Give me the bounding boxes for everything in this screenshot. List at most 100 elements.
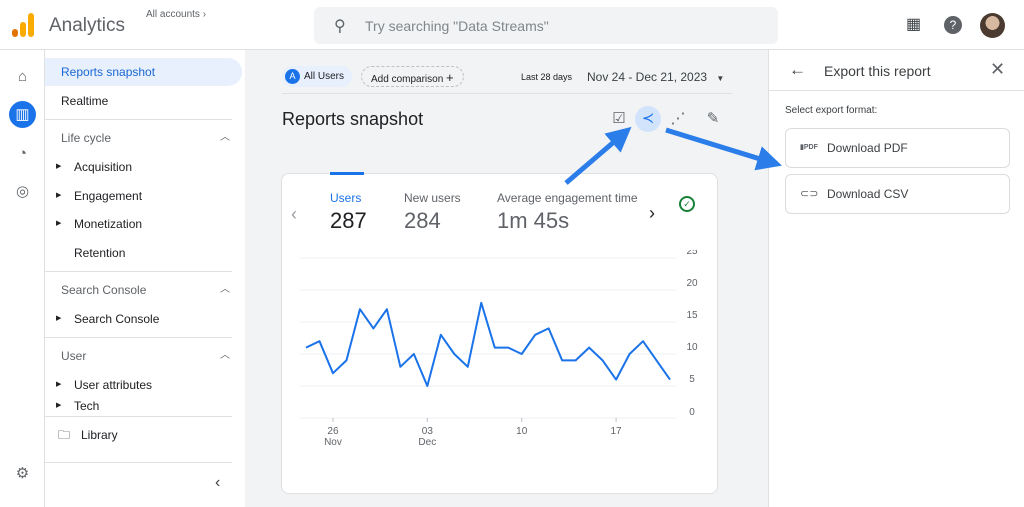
metric-value: 1m 45s bbox=[497, 208, 570, 233]
search-input[interactable]: ⚲ Try searching "Data Streams" bbox=[314, 7, 778, 44]
expand-triangle-icon: ▶ bbox=[56, 402, 62, 409]
metrics-card: ‹ Users 287 New users 284 Average engageme… bbox=[281, 172, 718, 494]
metric-label: Average engagement time bbox=[497, 191, 638, 205]
x-tick-label: 17 bbox=[611, 426, 623, 437]
accounts-label: All accounts bbox=[146, 9, 200, 20]
explore-icon[interactable]: ◔ bbox=[17, 145, 28, 162]
nav-label: Engagement bbox=[74, 189, 143, 203]
metric-avg-engagement[interactable]: Average engagement time 1m 45s bbox=[497, 191, 638, 234]
folder-icon: 🗀 bbox=[58, 428, 71, 442]
button-label: Download PDF bbox=[827, 141, 908, 155]
divider bbox=[45, 462, 232, 463]
paperclip-icon: ⊂⊃ bbox=[800, 188, 819, 200]
nav-monetization[interactable]: ▶ Monetization bbox=[45, 210, 242, 238]
nav-user-attributes[interactable]: ▶ User attributes bbox=[45, 371, 242, 399]
next-metric-chevron-icon[interactable]: › bbox=[649, 203, 655, 223]
x-tick-label: 10 bbox=[516, 426, 528, 437]
dropdown-arrow-icon: ▼ bbox=[716, 74, 725, 83]
main-content: A All Users Add comparison + Last 28 days… bbox=[245, 50, 768, 507]
expand-triangle-icon: ▶ bbox=[56, 192, 62, 199]
nav-library[interactable]: 🗀 Library bbox=[45, 421, 242, 449]
nav-label: User attributes bbox=[74, 378, 153, 392]
date-range: Nov 24 - Dec 21, 2023 bbox=[587, 70, 708, 84]
metric-users[interactable]: Users 287 bbox=[330, 191, 367, 234]
nav-engagement[interactable]: ▶ Engagement bbox=[45, 182, 242, 210]
plus-icon: + bbox=[446, 70, 454, 85]
segment-label: All Users bbox=[304, 71, 345, 82]
chevron-right-icon: › bbox=[202, 9, 207, 20]
metric-new-users[interactable]: New users 284 bbox=[404, 191, 461, 234]
chevron-up-icon: ︿ bbox=[220, 350, 230, 361]
settings-gear-icon[interactable]: ⚙ bbox=[15, 465, 30, 482]
nav-label: Tech bbox=[74, 399, 100, 413]
advertising-icon[interactable]: ◎ bbox=[15, 183, 30, 200]
nav-search-console[interactable]: ▶ Search Console bbox=[45, 305, 242, 333]
section-user[interactable]: User ︿ bbox=[45, 342, 242, 370]
add-comparison-button[interactable]: Add comparison + bbox=[361, 66, 464, 87]
panel-subtitle: Select export format: bbox=[785, 105, 878, 116]
nav-retention[interactable]: Retention bbox=[74, 246, 126, 260]
top-bar: Analytics All accounts › ⚲ Try searching … bbox=[0, 0, 1024, 50]
accounts-breadcrumb[interactable]: All accounts › bbox=[146, 9, 206, 20]
icon-rail: ⌂ ▥ ◔ ◎ ⚙ bbox=[0, 50, 45, 507]
home-icon[interactable]: ⌂ bbox=[17, 68, 28, 85]
y-tick-label: 25 bbox=[686, 250, 698, 257]
y-tick-label: 0 bbox=[689, 407, 695, 418]
add-comparison-label: Add comparison bbox=[371, 74, 444, 85]
help-icon[interactable]: ? bbox=[944, 16, 962, 34]
chevron-up-icon: ︿ bbox=[220, 284, 230, 295]
section-label: User bbox=[61, 349, 87, 363]
close-icon[interactable]: ✕ bbox=[990, 59, 1006, 79]
y-tick-label: 20 bbox=[686, 278, 698, 289]
y-tick-label: 15 bbox=[686, 310, 698, 321]
divider bbox=[45, 119, 232, 120]
section-life-cycle[interactable]: Life cycle ︿ bbox=[45, 124, 242, 152]
active-tab-indicator bbox=[330, 172, 364, 175]
x-tick-sublabel: Dec bbox=[418, 437, 436, 448]
expand-triangle-icon: ▶ bbox=[56, 220, 62, 227]
apps-grid-icon[interactable]: ▦ bbox=[906, 16, 922, 33]
x-tick-sublabel: Nov bbox=[324, 437, 342, 448]
users-series-line bbox=[305, 301, 671, 387]
segment-chip[interactable]: A All Users bbox=[282, 66, 353, 87]
y-tick-label: 10 bbox=[686, 342, 698, 353]
segment-avatar: A bbox=[285, 69, 300, 84]
app-title: Analytics bbox=[49, 15, 126, 36]
avatar[interactable] bbox=[980, 13, 1005, 38]
expand-triangle-icon: ▶ bbox=[56, 315, 62, 322]
nav-label: Acquisition bbox=[74, 160, 133, 174]
analytics-logo bbox=[12, 13, 34, 37]
download-csv-button[interactable]: ⊂⊃ Download CSV bbox=[785, 174, 1010, 214]
nav-label: Monetization bbox=[74, 217, 143, 231]
nav-tech[interactable]: ▶ Tech bbox=[45, 397, 242, 415]
chevron-up-icon: ︿ bbox=[220, 132, 230, 143]
pdf-icon: ▮PDF bbox=[800, 144, 818, 151]
page-title: Reports snapshot bbox=[282, 109, 424, 129]
share-icon[interactable]: ≺ bbox=[635, 106, 661, 132]
reports-icon[interactable]: ▥ bbox=[9, 101, 36, 128]
expand-triangle-icon: ▶ bbox=[56, 381, 62, 388]
section-label: Search Console bbox=[61, 283, 147, 297]
insights-icon[interactable]: ⋰ bbox=[670, 110, 686, 127]
x-tick-label: 26 bbox=[327, 426, 339, 437]
edit-pencil-icon[interactable]: ✎ bbox=[706, 110, 720, 127]
date-range-picker[interactable]: Nov 24 - Dec 21, 2023 ▼ bbox=[587, 70, 724, 84]
prev-metric-chevron-icon[interactable]: ‹ bbox=[291, 204, 297, 224]
reports-sidebar: Reports snapshot Realtime Life cycle ︿ ▶ A… bbox=[45, 50, 245, 507]
collapse-chevron-icon[interactable]: ‹ bbox=[215, 474, 221, 491]
nav-realtime[interactable]: Realtime bbox=[61, 94, 109, 108]
section-search-console[interactable]: Search Console ︿ bbox=[45, 276, 242, 304]
divider bbox=[45, 337, 232, 338]
back-arrow-icon[interactable]: ← bbox=[789, 60, 806, 79]
customize-report-icon[interactable]: ☑ bbox=[612, 110, 626, 127]
nav-acquisition[interactable]: ▶ Acquisition bbox=[45, 153, 242, 181]
nav-reports-snapshot[interactable]: Reports snapshot bbox=[45, 58, 242, 86]
expand-triangle-icon: ▶ bbox=[56, 163, 62, 170]
download-pdf-button[interactable]: ▮PDF Download PDF bbox=[785, 128, 1010, 168]
search-placeholder: Try searching "Data Streams" bbox=[365, 18, 549, 34]
divider bbox=[45, 416, 232, 417]
y-tick-label: 5 bbox=[689, 374, 695, 385]
panel-title: Export this report bbox=[824, 63, 931, 79]
metric-label: New users bbox=[404, 191, 461, 205]
